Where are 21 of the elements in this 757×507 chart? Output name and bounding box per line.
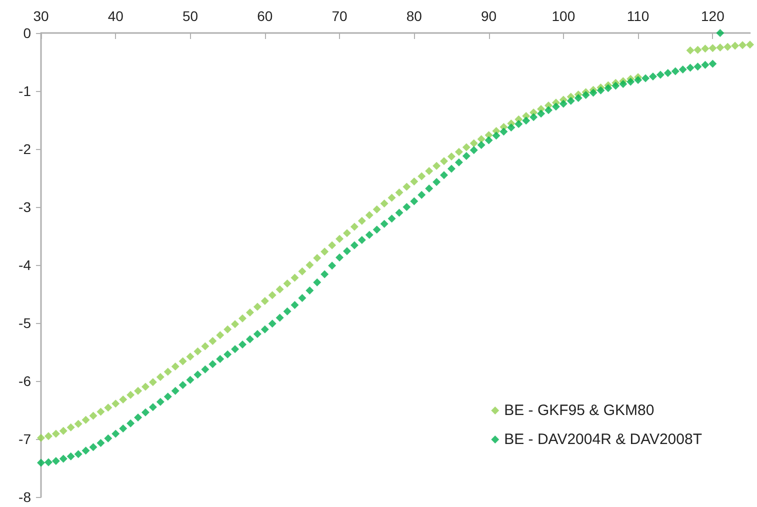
x-tick-label: 90 [481, 8, 497, 24]
legend-label: BE - DAV2004R & DAV2008T [504, 431, 702, 448]
x-tick-label: 30 [33, 8, 49, 24]
y-tick-label: -8 [18, 489, 32, 505]
y-tick-label: -5 [18, 315, 32, 331]
legend-label: BE - GKF95 & GKM80 [504, 402, 654, 419]
y-tick-label: -1 [18, 83, 32, 99]
x-tick-label: 70 [332, 8, 348, 24]
x-tick-label: 110 [626, 8, 650, 24]
y-tick-label: -7 [18, 431, 32, 447]
x-tick-label: 80 [406, 8, 422, 24]
y-tick-label: -6 [18, 373, 32, 389]
x-tick-label: 100 [552, 8, 576, 24]
y-tick-label: -2 [18, 141, 32, 157]
y-tick-label: -3 [18, 199, 32, 215]
y-tick-label: -4 [18, 257, 32, 273]
x-tick-label: 40 [108, 8, 124, 24]
x-tick-label: 120 [701, 8, 725, 24]
x-tick-label: 60 [257, 8, 273, 24]
x-tick-label: 50 [182, 8, 198, 24]
y-tick-label: 0 [23, 25, 32, 41]
